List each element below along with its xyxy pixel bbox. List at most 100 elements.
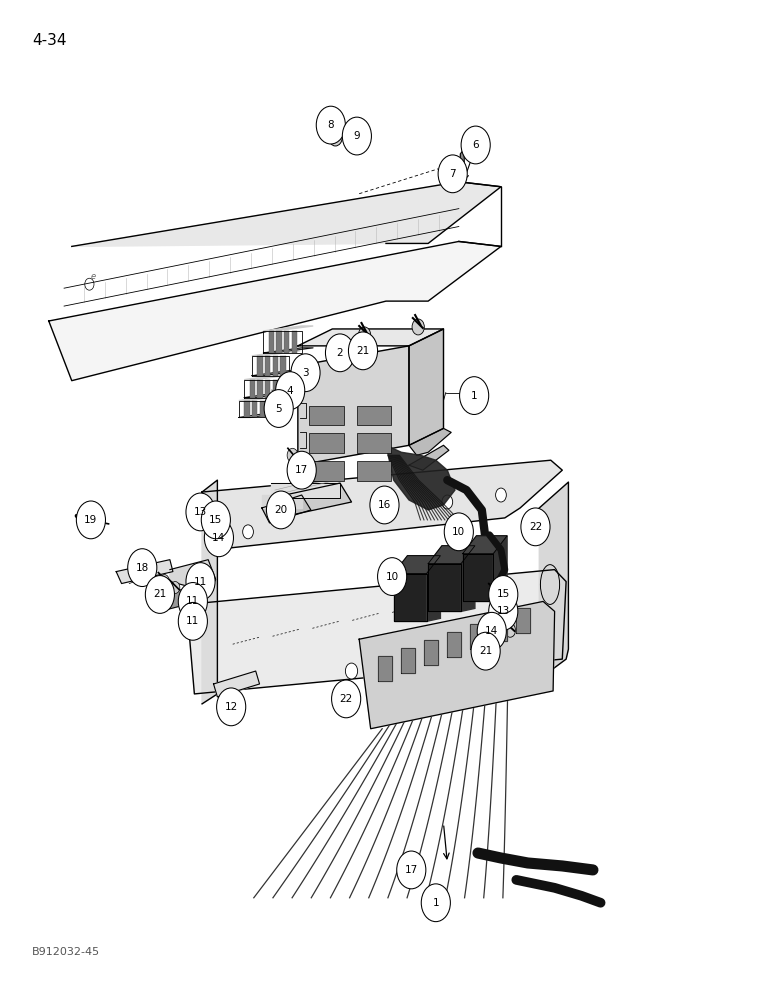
Circle shape bbox=[496, 488, 506, 502]
Bar bbox=[244, 401, 249, 417]
Polygon shape bbox=[244, 393, 291, 398]
Polygon shape bbox=[202, 460, 562, 550]
Polygon shape bbox=[516, 608, 530, 633]
Polygon shape bbox=[271, 483, 351, 517]
Bar bbox=[259, 401, 265, 417]
Circle shape bbox=[342, 117, 371, 155]
Text: 7: 7 bbox=[449, 169, 456, 179]
Circle shape bbox=[217, 688, 245, 726]
Polygon shape bbox=[428, 564, 461, 611]
Polygon shape bbox=[409, 445, 449, 470]
Text: 10: 10 bbox=[452, 527, 466, 537]
Circle shape bbox=[215, 527, 226, 541]
Circle shape bbox=[358, 327, 371, 343]
Circle shape bbox=[276, 372, 305, 410]
Circle shape bbox=[287, 448, 298, 462]
Text: 9: 9 bbox=[354, 131, 361, 141]
Polygon shape bbox=[462, 536, 507, 554]
Polygon shape bbox=[244, 375, 291, 380]
Circle shape bbox=[341, 681, 350, 693]
Text: 15: 15 bbox=[496, 589, 510, 599]
Circle shape bbox=[533, 519, 543, 531]
Circle shape bbox=[345, 663, 357, 679]
Polygon shape bbox=[202, 480, 218, 704]
Text: 11: 11 bbox=[186, 616, 199, 626]
Circle shape bbox=[201, 501, 230, 539]
Polygon shape bbox=[263, 348, 313, 353]
Bar bbox=[280, 356, 286, 376]
Circle shape bbox=[461, 126, 490, 164]
Bar bbox=[273, 356, 278, 376]
Text: 17: 17 bbox=[405, 865, 418, 875]
Polygon shape bbox=[470, 624, 484, 649]
Polygon shape bbox=[298, 329, 443, 346]
Bar bbox=[310, 406, 344, 425]
Circle shape bbox=[489, 592, 518, 630]
Circle shape bbox=[171, 582, 180, 593]
Text: 22: 22 bbox=[340, 694, 353, 704]
Text: 19: 19 bbox=[84, 515, 97, 525]
Text: 1: 1 bbox=[432, 898, 439, 908]
Circle shape bbox=[160, 575, 169, 587]
Bar bbox=[249, 380, 255, 398]
Circle shape bbox=[497, 605, 508, 619]
Polygon shape bbox=[117, 560, 173, 584]
Circle shape bbox=[381, 503, 391, 517]
Polygon shape bbox=[252, 371, 300, 376]
Polygon shape bbox=[427, 556, 440, 621]
Text: 13: 13 bbox=[496, 606, 510, 616]
Polygon shape bbox=[493, 536, 507, 601]
Circle shape bbox=[209, 516, 220, 530]
Circle shape bbox=[438, 155, 467, 193]
Polygon shape bbox=[428, 546, 475, 564]
Circle shape bbox=[521, 508, 550, 546]
Polygon shape bbox=[493, 616, 507, 641]
Text: 8: 8 bbox=[327, 120, 334, 130]
Text: B912032-45: B912032-45 bbox=[32, 947, 100, 957]
Circle shape bbox=[266, 491, 296, 529]
Circle shape bbox=[397, 851, 426, 889]
Bar bbox=[357, 406, 391, 425]
Bar bbox=[257, 380, 262, 398]
Bar bbox=[269, 331, 274, 353]
Circle shape bbox=[345, 132, 357, 148]
Polygon shape bbox=[386, 445, 455, 510]
Circle shape bbox=[287, 451, 317, 489]
Polygon shape bbox=[262, 495, 311, 523]
Text: 5: 5 bbox=[276, 404, 282, 414]
Circle shape bbox=[422, 884, 450, 922]
Text: 10: 10 bbox=[385, 572, 398, 582]
Text: 4-34: 4-34 bbox=[32, 33, 66, 48]
Bar bbox=[284, 331, 290, 353]
Circle shape bbox=[326, 334, 354, 372]
Polygon shape bbox=[262, 495, 302, 508]
Circle shape bbox=[317, 106, 345, 144]
Polygon shape bbox=[170, 560, 216, 591]
Bar bbox=[357, 461, 391, 481]
Circle shape bbox=[329, 128, 342, 146]
Circle shape bbox=[76, 501, 106, 539]
Polygon shape bbox=[425, 640, 438, 665]
Circle shape bbox=[344, 684, 348, 690]
Polygon shape bbox=[271, 483, 340, 498]
Circle shape bbox=[348, 332, 378, 370]
Circle shape bbox=[332, 680, 361, 718]
Polygon shape bbox=[239, 412, 284, 417]
Polygon shape bbox=[409, 428, 451, 455]
Polygon shape bbox=[540, 482, 568, 679]
Text: 4: 4 bbox=[287, 386, 293, 396]
Text: 14: 14 bbox=[212, 533, 225, 543]
Bar bbox=[267, 401, 273, 417]
Polygon shape bbox=[394, 574, 427, 621]
Text: 21: 21 bbox=[154, 589, 167, 599]
Polygon shape bbox=[462, 554, 493, 601]
Circle shape bbox=[378, 558, 407, 595]
Bar bbox=[276, 331, 282, 353]
Circle shape bbox=[178, 602, 208, 640]
Bar bbox=[273, 380, 278, 398]
Circle shape bbox=[127, 549, 157, 587]
Polygon shape bbox=[378, 656, 392, 681]
Polygon shape bbox=[441, 149, 464, 174]
Text: 6: 6 bbox=[472, 140, 479, 150]
Bar bbox=[265, 356, 270, 376]
